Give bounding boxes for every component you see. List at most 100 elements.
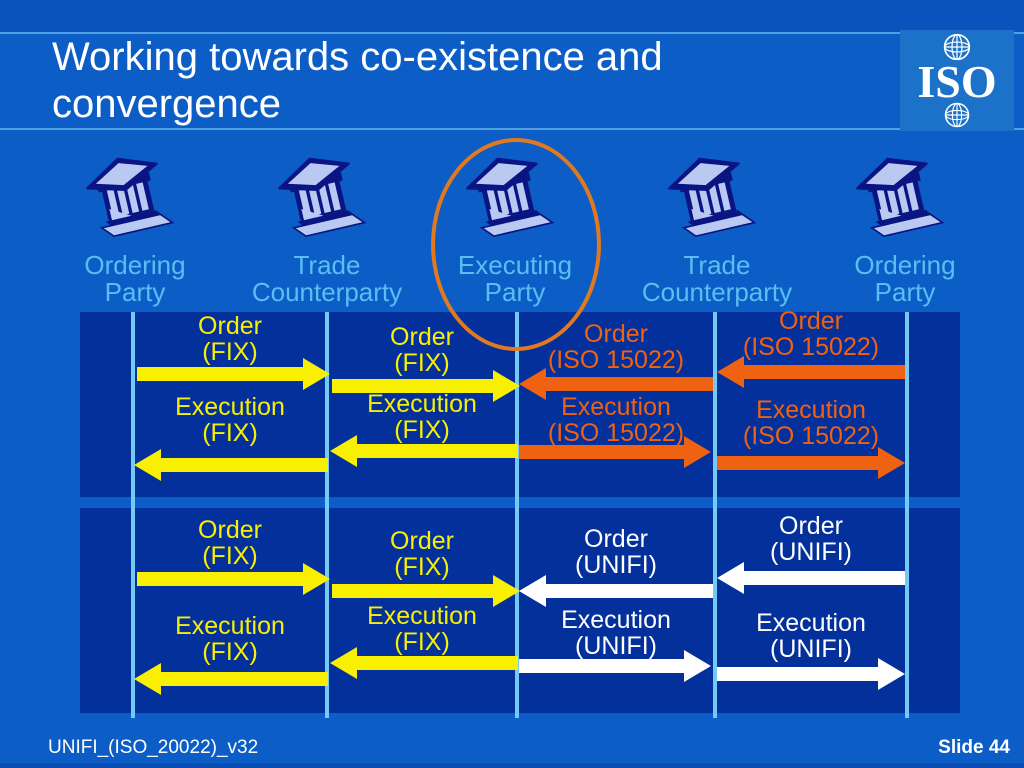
arrow-shaft	[717, 667, 885, 681]
arrow-shaft	[332, 584, 500, 598]
msg-label-order-unifi: Order (UNIFI)	[575, 526, 657, 578]
message-line: (ISO 15022)	[742, 422, 880, 450]
message-line: (FIX)	[394, 416, 450, 444]
arrow-shaft	[519, 445, 691, 459]
msg-label-execution-unifi: Execution (UNIFI)	[561, 607, 671, 659]
party-label: Party	[874, 277, 936, 307]
msg-label-execution-iso15022: Execution (ISO 15022)	[548, 394, 684, 446]
arrow-head	[134, 663, 161, 695]
arrow-shaft	[137, 572, 310, 586]
title-line-2: convergence	[52, 82, 282, 126]
arrow-head	[519, 575, 546, 607]
lifeline-ordering-right	[905, 312, 909, 718]
lifeline-ordering-left	[131, 312, 135, 718]
arrow-shaft	[154, 458, 328, 472]
arrow-head	[330, 435, 357, 467]
arrow-head	[878, 447, 905, 479]
arrow-head	[878, 658, 905, 690]
party-ordering-left: Ordering Party	[35, 145, 235, 306]
party-label: Trade	[293, 250, 361, 280]
title-rule-bottom	[0, 128, 1024, 130]
arrow-head	[717, 356, 744, 388]
message-line: Execution	[756, 396, 866, 424]
arrow-head	[493, 370, 520, 402]
message-line: (UNIFI)	[770, 538, 852, 566]
message-line: (FIX)	[394, 349, 450, 377]
arrow-shaft	[137, 367, 310, 381]
message-line: Execution	[175, 612, 285, 640]
message-line: (FIX)	[202, 638, 258, 666]
msg-label-order-fix: Order (FIX)	[390, 528, 454, 580]
arrow-shaft	[350, 444, 518, 458]
bank-icon	[663, 148, 756, 241]
lifeline-trade-counterparty-left	[325, 312, 329, 718]
party-ordering-right: Ordering Party	[805, 145, 1005, 306]
message-line: Order	[390, 323, 454, 351]
message-line: (FIX)	[202, 338, 258, 366]
message-line: Order	[584, 320, 648, 348]
arrow-head	[330, 647, 357, 679]
message-line: (ISO 15022)	[547, 419, 685, 447]
arrow-shaft	[519, 659, 691, 673]
executing-party-highlight-ellipse	[431, 138, 601, 351]
footer-slide-number: Slide 44	[938, 737, 1010, 758]
arrow-shaft	[539, 584, 713, 598]
arrow-head	[717, 562, 744, 594]
message-line: Execution	[561, 606, 671, 634]
message-line: Execution	[367, 390, 477, 418]
bank-icon	[851, 148, 944, 241]
arrow-head	[303, 358, 330, 390]
globe-icon	[944, 102, 970, 128]
message-line: (UNIFI)	[770, 635, 852, 663]
arrow-head	[519, 368, 546, 400]
msg-label-order-iso15022: Order (ISO 15022)	[548, 321, 684, 373]
message-line: Order	[198, 312, 262, 340]
bank-icon	[81, 148, 174, 241]
party-label: Trade	[683, 250, 751, 280]
msg-label-order-iso15022: Order (ISO 15022)	[743, 308, 879, 360]
arrow-shaft	[539, 377, 713, 391]
msg-label-execution-fix: Execution (FIX)	[175, 394, 285, 446]
message-line: Order	[584, 525, 648, 553]
arrow-head	[134, 449, 161, 481]
message-line: Execution	[175, 393, 285, 421]
arrow-shaft	[717, 456, 885, 470]
slide-title: Working towards co-existence and converg…	[52, 34, 882, 128]
top-band	[0, 0, 1024, 32]
msg-label-order-unifi: Order (UNIFI)	[770, 513, 852, 565]
message-line: (FIX)	[394, 628, 450, 656]
footer-filename: UNIFI_(ISO_20022)_v32	[48, 737, 259, 758]
party-label: Ordering	[854, 250, 956, 280]
bank-icon	[273, 148, 366, 241]
message-line: Execution	[561, 393, 671, 421]
msg-label-execution-fix: Execution (FIX)	[175, 613, 285, 665]
arrow-shaft	[350, 656, 518, 670]
arrow-shaft	[737, 571, 905, 585]
message-line: (UNIFI)	[575, 632, 657, 660]
message-line: (FIX)	[394, 553, 450, 581]
msg-label-execution-fix: Execution (FIX)	[367, 603, 477, 655]
title-line-1: Working towards co-existence and	[52, 35, 663, 79]
title-rule-top	[0, 32, 1024, 34]
msg-label-execution-unifi: Execution (UNIFI)	[756, 610, 866, 662]
msg-label-order-fix: Order (FIX)	[198, 313, 262, 365]
arrow-shaft	[154, 672, 328, 686]
party-trade-counterparty-right: Trade Counterparty	[617, 145, 817, 306]
msg-label-execution-iso15022: Execution (ISO 15022)	[743, 397, 879, 449]
arrow-head	[684, 436, 711, 468]
arrow-shaft	[737, 365, 905, 379]
message-line: Order	[779, 307, 843, 335]
arrow-head	[303, 563, 330, 595]
message-line: (UNIFI)	[575, 551, 657, 579]
party-label: Counterparty	[641, 277, 793, 307]
bottom-band	[0, 763, 1024, 768]
party-label: Counterparty	[251, 277, 403, 307]
msg-label-execution-fix: Execution (FIX)	[367, 391, 477, 443]
msg-label-order-fix: Order (FIX)	[198, 517, 262, 569]
party-label: Party	[104, 277, 166, 307]
message-line: Order	[390, 527, 454, 555]
message-line: (FIX)	[202, 419, 258, 447]
message-line: (FIX)	[202, 542, 258, 570]
message-line: Order	[198, 516, 262, 544]
party-trade-counterparty-left: Trade Counterparty	[227, 145, 427, 306]
